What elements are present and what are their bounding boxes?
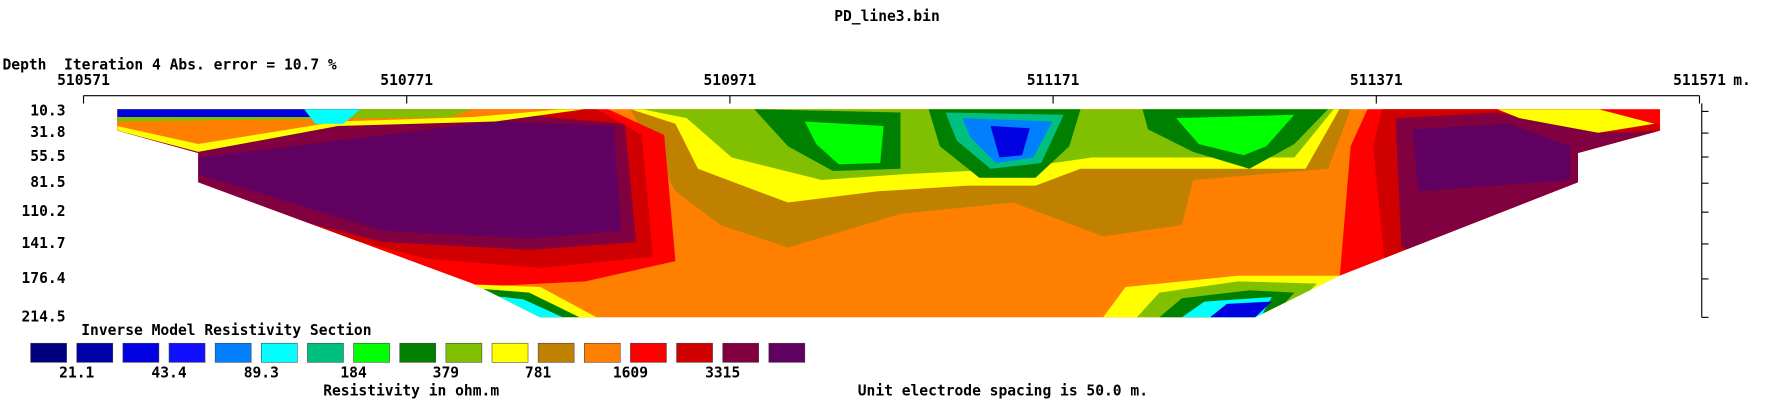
title: PD_line3.bin xyxy=(834,8,940,25)
legend-label: 21.1 xyxy=(59,365,94,382)
contour xyxy=(304,109,361,124)
legend-label: 43.4 xyxy=(151,365,186,382)
x-tick-label: 511371 xyxy=(1350,72,1403,89)
note: Unit electrode spacing is 50.0 m. xyxy=(858,383,1148,400)
contour xyxy=(1176,114,1295,156)
x-unit: m. xyxy=(1733,72,1751,89)
contour xyxy=(117,109,361,118)
legend-swatch xyxy=(214,342,252,363)
legend-label: 1609 xyxy=(613,365,648,382)
legend-swatch xyxy=(722,342,759,363)
x-tick-label: 511571 xyxy=(1673,72,1726,89)
x-tick-label: 511171 xyxy=(1027,72,1080,89)
resistivity-section xyxy=(117,109,1661,318)
depth-tick-label: 214.5 xyxy=(22,308,66,325)
x-tick-label: 510971 xyxy=(704,72,757,89)
contour xyxy=(1496,109,1655,133)
legend-swatch xyxy=(122,342,160,363)
legend-label: 379 xyxy=(433,365,459,382)
depth-tick-label: 176.4 xyxy=(22,270,66,287)
legend-swatch xyxy=(30,342,67,363)
legend-swatch xyxy=(676,342,713,363)
contour xyxy=(1412,123,1571,192)
legend-label: 184 xyxy=(340,365,367,382)
depth-tick-label: 10.3 xyxy=(30,102,65,119)
contour xyxy=(990,126,1030,158)
depth-tick-label: 55.5 xyxy=(30,148,65,165)
x-tick-label: 510771 xyxy=(380,72,433,89)
legend-swatch xyxy=(76,342,114,363)
legend-label: 89.3 xyxy=(244,365,279,382)
depth-tick-label: 110.2 xyxy=(22,203,66,220)
x-tick-label: 510571 xyxy=(57,72,110,89)
contour xyxy=(804,121,884,165)
header: Depth Iteration 4 Abs. error = 10.7 % xyxy=(2,56,336,73)
legend-label: 781 xyxy=(525,365,552,382)
legend-swatch xyxy=(445,342,483,363)
legend-swatch xyxy=(768,342,806,363)
legend-swatch xyxy=(537,342,575,363)
legend-label: 3315 xyxy=(705,365,740,382)
x-label: Resistivity in ohm.m xyxy=(323,383,499,400)
legend-swatch xyxy=(261,342,298,363)
legend-swatch xyxy=(491,342,529,363)
legend-swatch xyxy=(307,342,344,363)
legend-swatch xyxy=(168,342,206,363)
legend-swatch xyxy=(584,342,621,363)
contour xyxy=(198,121,622,239)
legend-title: Inverse Model Resistivity Section xyxy=(81,322,371,339)
legend-swatch xyxy=(399,342,437,363)
depth-tick-label: 141.7 xyxy=(22,235,66,252)
depth-tick-label: 31.8 xyxy=(30,124,65,141)
legend-swatch xyxy=(630,342,667,363)
depth-tick-label: 81.5 xyxy=(30,174,65,191)
contour xyxy=(1209,301,1272,318)
legend-swatch xyxy=(353,342,390,363)
